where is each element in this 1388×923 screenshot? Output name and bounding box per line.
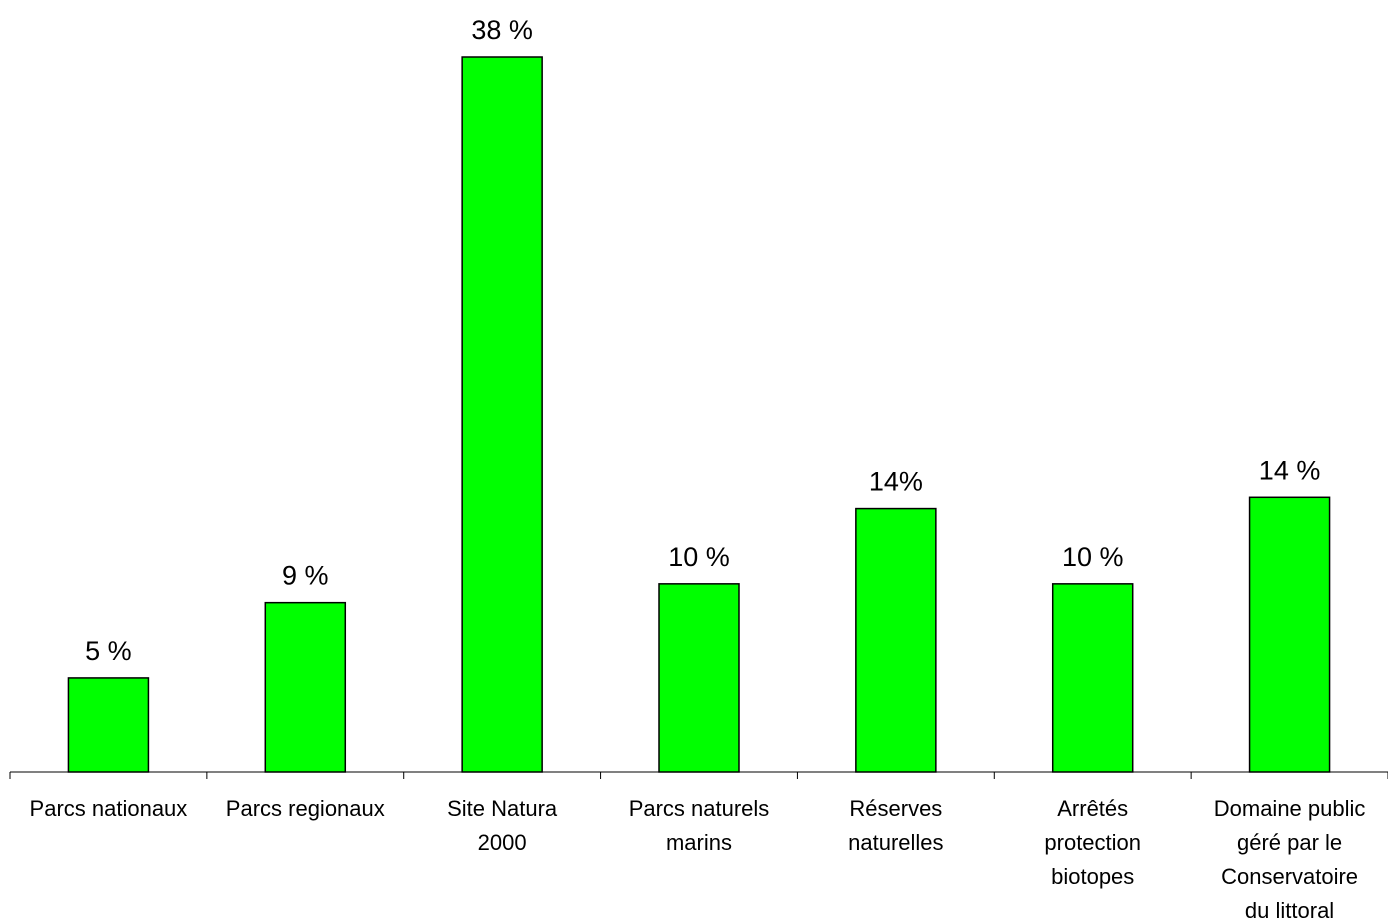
category-label-line: Parcs regionaux xyxy=(226,796,385,821)
category-label-line: Parcs nationaux xyxy=(30,796,188,821)
category-label: Parcs regionaux xyxy=(226,796,385,821)
data-label: 10 % xyxy=(668,542,730,572)
category-label-line: biotopes xyxy=(1051,864,1134,889)
bar xyxy=(1248,496,1331,773)
bar xyxy=(67,677,150,773)
category-label-line: Site Natura xyxy=(447,796,558,821)
bar xyxy=(264,601,347,773)
bar xyxy=(658,583,740,773)
data-label: 10 % xyxy=(1062,542,1124,572)
data-label: 14% xyxy=(869,467,923,497)
category-label: Arrêtés protection biotopes xyxy=(1044,796,1141,889)
category-label: Domaine public géré par le Conservatoire du… xyxy=(1214,796,1366,923)
bar xyxy=(461,56,543,773)
category-label-line: géré par le xyxy=(1237,830,1342,855)
value-labels-layer: 5 % 9 % 38 % 10 % 14% 10 % 14 % xyxy=(85,15,1320,666)
category-label-line: Arrêtés xyxy=(1057,796,1128,821)
data-label: 5 % xyxy=(85,636,132,666)
category-label-line: naturelles xyxy=(848,830,943,855)
category-label-line: Domaine public xyxy=(1214,796,1366,821)
category-label-line: protection xyxy=(1044,830,1141,855)
category-label: Réserves naturelles xyxy=(848,796,943,855)
data-label: 9 % xyxy=(282,561,329,591)
category-label-line: Conservatoire xyxy=(1221,864,1358,889)
category-labels-layer: Parcs nationaux Parcs regionaux Site Natur… xyxy=(30,796,1366,923)
data-label: 14 % xyxy=(1259,455,1321,485)
category-label-line: marins xyxy=(666,830,732,855)
x-axis-ticks xyxy=(9,772,1388,779)
category-label-line: Parcs naturels xyxy=(629,796,770,821)
category-label: Parcs nationaux xyxy=(30,796,188,821)
category-label: Site Natura 2000 xyxy=(447,796,558,855)
bars-layer xyxy=(67,56,1331,773)
category-label: Parcs naturels marins xyxy=(629,796,770,855)
bar xyxy=(1051,583,1134,773)
category-label-line: Réserves xyxy=(849,796,942,821)
data-label: 38 % xyxy=(471,15,533,45)
bar xyxy=(855,507,937,773)
category-label-line: du littoral xyxy=(1245,898,1334,923)
category-label-line: 2000 xyxy=(478,830,527,855)
